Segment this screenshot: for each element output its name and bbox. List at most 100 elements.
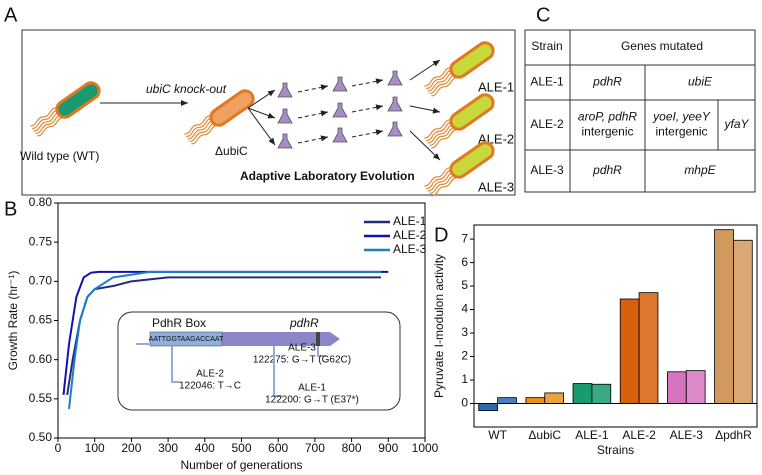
cell (449, 41, 495, 79)
bar (525, 397, 546, 404)
bacterium (184, 89, 255, 145)
table-header: Genes mutated (621, 39, 703, 53)
bar (733, 239, 753, 404)
x-tick-label: ALE-2 (622, 428, 656, 442)
x-tick-label: 700 (305, 441, 325, 455)
flask (387, 70, 403, 86)
flagellum (189, 122, 216, 143)
connector (351, 104, 384, 113)
bar (591, 383, 612, 404)
wt-label: Wild type (WT) (20, 149, 99, 163)
x-tick-label: 800 (342, 441, 362, 455)
cell (449, 141, 495, 179)
y-tick-label: 2 (461, 349, 468, 363)
inset-mutation: 122275: G→T (G62C) (253, 355, 351, 366)
flagellum (184, 115, 211, 135)
ale-label: ALE-3 (478, 179, 514, 194)
bar (478, 403, 498, 411)
cell (449, 93, 495, 131)
flagellum (185, 117, 213, 138)
bar (638, 292, 659, 404)
x-tick-label: 900 (378, 441, 398, 455)
mutant-label: ΔubiC (215, 144, 248, 158)
y-tick-label: 0.50 (29, 430, 53, 444)
y-tick-label: 7 (461, 231, 468, 245)
callout (171, 346, 180, 383)
connector (247, 107, 276, 146)
x-tick-label: ΔubiC (528, 428, 561, 442)
connector (409, 105, 441, 114)
y-tick-label: 0.80 (29, 195, 53, 209)
x-tick-label: 200 (121, 441, 141, 455)
bar (685, 370, 706, 404)
knockout-label: ubiC knock-out (146, 82, 227, 96)
ale-label: ALE-1 (478, 79, 514, 94)
legend-label: ALE-2 (393, 228, 427, 242)
x-tick-label: 0 (55, 441, 62, 455)
connector (409, 59, 441, 81)
bar (544, 392, 565, 404)
connector (297, 135, 329, 144)
table-strain: ALE-2 (530, 117, 564, 131)
x-tick-label: 600 (268, 441, 288, 455)
flagellum (431, 128, 458, 149)
x-tick-label: 300 (158, 441, 178, 455)
flagellum (187, 120, 215, 140)
y-tick-label: 0.70 (29, 274, 53, 288)
flask (277, 108, 293, 124)
inset-mutation: 122200: G→T (E37*) (265, 395, 359, 406)
flagellum (427, 72, 455, 92)
flask (277, 82, 293, 98)
connector (247, 89, 276, 109)
table-gene: ubiE (688, 75, 713, 89)
bar (497, 397, 517, 404)
y-tick-label: 1 (461, 372, 468, 386)
table-strain: ALE-3 (530, 163, 564, 177)
flask (277, 133, 293, 149)
mutation-site (316, 332, 320, 346)
flagellum (425, 121, 453, 142)
table-gene: intergenic (581, 125, 633, 139)
flagellum (425, 69, 453, 90)
panel-label: B (4, 198, 17, 220)
y-tick-label: 0 (461, 396, 468, 410)
connector (351, 129, 384, 138)
x-axis-label: Strains (597, 443, 634, 457)
x-axis-label: Number of generations (180, 458, 302, 472)
panel-label: D (434, 224, 448, 246)
promoter-box (149, 331, 223, 347)
cell (209, 89, 255, 127)
flagellum (424, 67, 451, 87)
flagellum (30, 107, 57, 127)
flask (387, 121, 403, 137)
x-tick-label: ΔpdhR (715, 428, 752, 442)
table-frame (524, 29, 756, 193)
y-axis-label: Growth Rate (hr⁻¹) (6, 271, 20, 371)
bar (666, 371, 687, 404)
bacterium (30, 81, 101, 137)
inset-gene: pdhR (289, 316, 319, 330)
y-tick-label: 6 (461, 255, 468, 269)
inset-box-label: PdhR Box (152, 316, 206, 330)
x-tick-label: WT (488, 428, 507, 442)
y-tick-label: 0.75 (29, 234, 53, 248)
flask (387, 96, 403, 112)
y-tick-label: 0.55 (29, 391, 53, 405)
flask (332, 127, 348, 143)
flagellum (431, 176, 458, 197)
legend-label: ALE-3 (393, 242, 427, 256)
x-tick-label: 100 (85, 441, 105, 455)
y-axis-label: Pyruvate I-modulon activity (432, 254, 446, 398)
table-header: Strain (531, 39, 562, 53)
series-line (68, 270, 381, 410)
bacterium (424, 93, 495, 149)
inset-mutation: ALE-1 (298, 383, 326, 394)
bacterium (424, 41, 495, 97)
flagellum (429, 174, 456, 195)
y-tick-label: 3 (461, 325, 468, 339)
y-tick-label: 4 (461, 302, 468, 316)
flagellum (425, 169, 453, 190)
panel-a-frame (21, 29, 516, 196)
bacterium (424, 141, 495, 197)
table-gene: yfaY (723, 117, 749, 131)
